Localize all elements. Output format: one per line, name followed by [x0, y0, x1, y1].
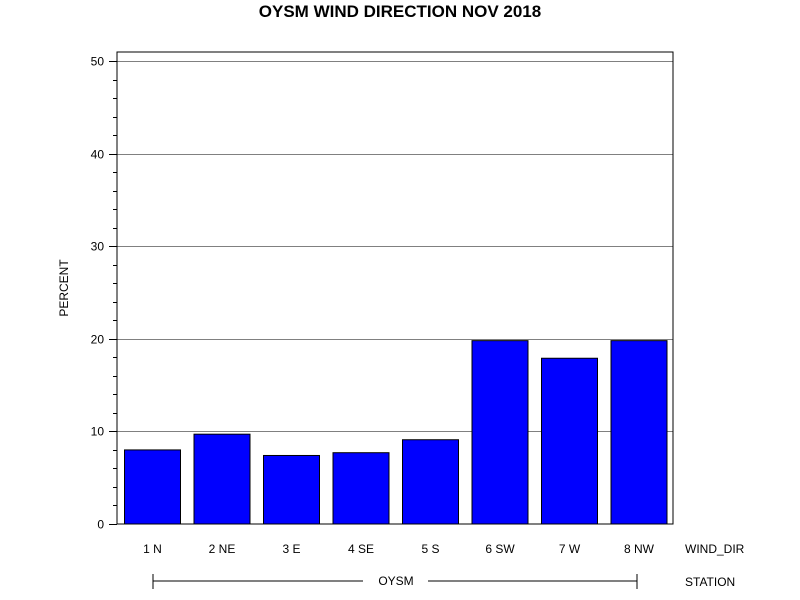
y-tick-label: 20	[91, 333, 105, 347]
plot-frame	[116, 51, 674, 525]
bar-2-ne	[193, 433, 251, 525]
y-axis-ticks	[109, 61, 117, 525]
bar-6-sw	[471, 340, 529, 525]
chart-title: OYSM WIND DIRECTION NOV 2018	[259, 2, 541, 21]
bar-4-se	[332, 452, 390, 525]
x-tick-label: 1 N	[143, 542, 162, 556]
x-tick-label: 4 SE	[348, 542, 374, 556]
x-tick-labels: 1 N 2 NE 3 E 4 SE 5 S 6 SW 7 W 8 NW	[143, 542, 655, 556]
y-tick-labels: 0 10 20 30 40 50	[91, 55, 105, 532]
x-tick-label: 2 NE	[209, 542, 236, 556]
bars	[124, 340, 668, 525]
bar-3-e	[263, 454, 320, 525]
x-tick-label: 6 SW	[485, 542, 515, 556]
bar-7-w	[541, 357, 598, 525]
y-tick-label: 40	[91, 148, 105, 162]
station-label: STATION	[685, 575, 735, 589]
y-tick-label: 0	[97, 518, 104, 532]
x-tick-label: 3 E	[282, 542, 300, 556]
x-axis-label: WIND_DIR	[685, 542, 745, 556]
bar-1-n	[124, 449, 181, 525]
x-tick-label: 5 S	[421, 542, 439, 556]
y-axis-label: PERCENT	[57, 259, 71, 317]
y-tick-label: 10	[91, 425, 105, 439]
x-tick-label: 8 NW	[624, 542, 655, 556]
station-value: OYSM	[378, 574, 413, 588]
y-tick-label: 30	[91, 240, 105, 254]
y-tick-label: 50	[91, 55, 105, 69]
bar-5-s	[402, 439, 459, 525]
bar-8-nw	[610, 340, 668, 525]
x-tick-label: 7 W	[559, 542, 581, 556]
